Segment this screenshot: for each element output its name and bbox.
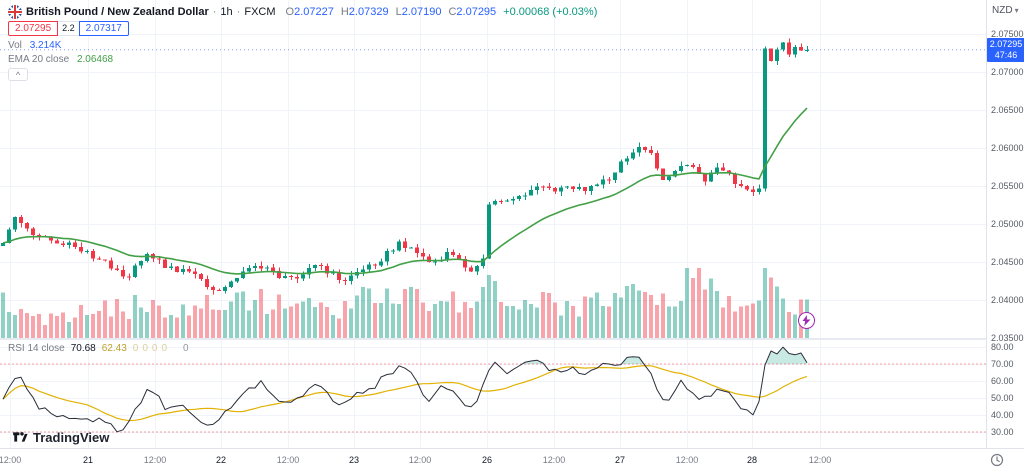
collapse-indicators-button[interactable]: ^	[8, 68, 28, 81]
volume-label[interactable]: Vol	[8, 40, 22, 51]
price-tick-label: 2.07500	[991, 29, 1024, 40]
trade-buttons: 2.07295 2.2 2.07317	[8, 21, 129, 36]
symbol-legend: British Pound / New Zealand Dollar · 1h …	[8, 5, 597, 19]
time-tick-label: 12:00	[675, 455, 699, 465]
time-tick-label: 28	[746, 455, 758, 465]
time-tick-label: 21	[82, 455, 94, 465]
open-value: O 2.07227	[285, 6, 334, 18]
time-tick-label: 12:00	[143, 455, 167, 465]
time-tick-label: 12:00	[276, 455, 300, 465]
time-tick-label: 12:00	[408, 455, 432, 465]
time-tick-label: 12:00	[808, 455, 832, 465]
rsi-band-lines	[0, 363, 986, 433]
ema-label[interactable]: EMA 20 close	[8, 54, 70, 65]
separator-dot: ·	[212, 6, 217, 18]
close-value: C 2.07295	[448, 6, 497, 18]
last-price-value: 2.07295	[989, 38, 1023, 49]
rsi-value: 0	[142, 343, 148, 354]
exchange-label[interactable]: FXCM	[244, 6, 276, 18]
rsi-tick-label: 70.00	[991, 359, 1014, 369]
high-value: H 2.07329	[340, 6, 389, 18]
rsi-tick-label: 80.00	[991, 342, 1014, 352]
time-tick-label: 12:00	[542, 455, 566, 465]
rsi-tick-label: 30.00	[991, 427, 1014, 437]
last-price-tag: 2.07295 47:46	[987, 37, 1024, 62]
rsi-label[interactable]: RSI 14 close	[8, 343, 65, 354]
lightning-icon	[802, 315, 811, 326]
sell-price-button[interactable]: 2.07295	[8, 21, 59, 36]
time-tick-label: 23	[348, 455, 360, 465]
rsi-ma-line	[2, 364, 808, 422]
volume-legend: Vol 3.214K	[8, 40, 61, 51]
rsi-value: 62.43	[101, 343, 127, 354]
time-axis[interactable]: 12:00 21 12:00 22 12:00 23 12:00 26 12:00 27 12:00…	[0, 448, 1024, 470]
interval-label[interactable]: 1h	[220, 6, 233, 18]
rsi-value: 0	[132, 343, 139, 354]
rsi-values: 70.68 62.43 0 0 0 0 0	[65, 343, 189, 354]
currency-selector[interactable]: NZD ▾	[992, 5, 1019, 16]
rsi-tick-label: 50.00	[991, 393, 1014, 403]
volume-bars	[1, 268, 809, 338]
ema-legend: EMA 20 close 2.06468	[8, 54, 113, 65]
gbp-flag-icon	[8, 5, 22, 19]
price-tick-label: 2.05500	[991, 181, 1024, 192]
price-grid	[0, 0, 986, 338]
rsi-line	[2, 346, 808, 433]
separator-dot: ·	[236, 6, 241, 18]
volume-value: 3.214K	[29, 40, 62, 51]
tradingview-logo[interactable]: TradingView	[12, 429, 109, 445]
tradingview-logo-text: TradingView	[33, 429, 110, 445]
ohlc-values: O 2.07227 H 2.07329 L 2.07190 C 2.07295 +0.0…	[286, 6, 598, 18]
price-tick-label: 2.05000	[991, 219, 1024, 230]
rsi-value: 0	[183, 343, 189, 354]
ema-value: 2.06468	[76, 54, 114, 65]
price-tick-label: 2.06500	[991, 105, 1024, 116]
rsi-pane-chart[interactable]	[0, 340, 986, 448]
ema-line	[2, 107, 808, 275]
buy-price-button[interactable]: 2.07317	[78, 21, 129, 36]
tradingview-logo-icon	[13, 432, 28, 442]
price-tick-label: 2.04500	[991, 257, 1024, 268]
rsi-value: 70.68	[70, 343, 96, 354]
symbol-title[interactable]: British Pound / New Zealand Dollar	[26, 6, 209, 18]
time-tick-label: 27	[614, 455, 626, 465]
low-value: L 2.07190	[395, 6, 442, 18]
time-tick-label: 22	[215, 455, 227, 465]
price-pane-chart[interactable]	[0, 0, 986, 338]
chevron-down-icon: ▾	[1014, 6, 1019, 15]
bar-countdown: 47:46	[994, 49, 1018, 60]
price-tick-label: 2.07000	[991, 67, 1024, 78]
timezone-clock-icon[interactable]	[990, 453, 1004, 467]
change-value: +0.00068 (+0.03%)	[503, 6, 598, 18]
currency-label: NZD	[992, 5, 1013, 16]
rsi-tick-label: 60.00	[991, 376, 1014, 386]
rsi-legend: RSI 14 close 70.68 62.43 0 0 0 0 0	[8, 343, 189, 354]
price-tick-label: 2.03500	[991, 333, 1024, 343]
rsi-tick-label: 40.00	[991, 410, 1014, 420]
price-tick-label: 2.04000	[991, 295, 1024, 306]
time-tick-label: 12:00	[0, 455, 22, 465]
rsi-value: 0	[161, 343, 168, 354]
price-axis[interactable]: NZD ▾ 2.07295 47:46 2.07500 2.07000 2.0650…	[986, 0, 1024, 448]
time-tick-label: 26	[481, 455, 493, 465]
price-tick-label: 2.06000	[991, 143, 1024, 154]
quick-trade-icon[interactable]	[798, 312, 815, 329]
pane-separator[interactable]	[0, 338, 986, 340]
spread-value: 2.2	[58, 21, 79, 36]
rsi-value: 0	[151, 343, 158, 354]
